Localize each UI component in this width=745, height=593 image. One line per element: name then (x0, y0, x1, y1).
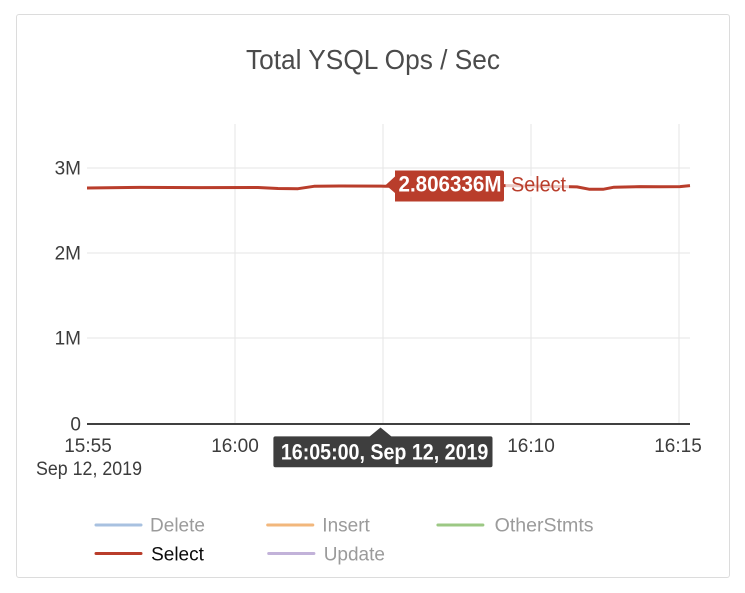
svg-text:Select: Select (151, 545, 205, 566)
svg-text:2.806336M: 2.806336M (399, 172, 502, 197)
svg-text:2M: 2M (55, 244, 81, 265)
svg-text:OtherStmts: OtherStmts (495, 516, 594, 537)
svg-text:16:05:00, Sep 12, 2019: 16:05:00, Sep 12, 2019 (281, 440, 489, 465)
svg-text:1M: 1M (55, 329, 81, 350)
svg-text:Total YSQL Ops / Sec: Total YSQL Ops / Sec (246, 44, 500, 75)
svg-text:15:55: 15:55 (64, 436, 112, 457)
svg-text:Update: Update (324, 545, 385, 566)
svg-text:Select: Select (511, 174, 566, 197)
svg-text:16:10: 16:10 (507, 436, 555, 457)
svg-text:Delete: Delete (150, 516, 205, 537)
svg-text:0: 0 (70, 415, 81, 436)
svg-text:3M: 3M (55, 159, 81, 180)
svg-text:Insert: Insert (322, 516, 370, 537)
svg-text:16:00: 16:00 (211, 436, 259, 457)
svg-text:16:15: 16:15 (654, 436, 702, 457)
svg-text:Sep 12, 2019: Sep 12, 2019 (36, 459, 142, 480)
